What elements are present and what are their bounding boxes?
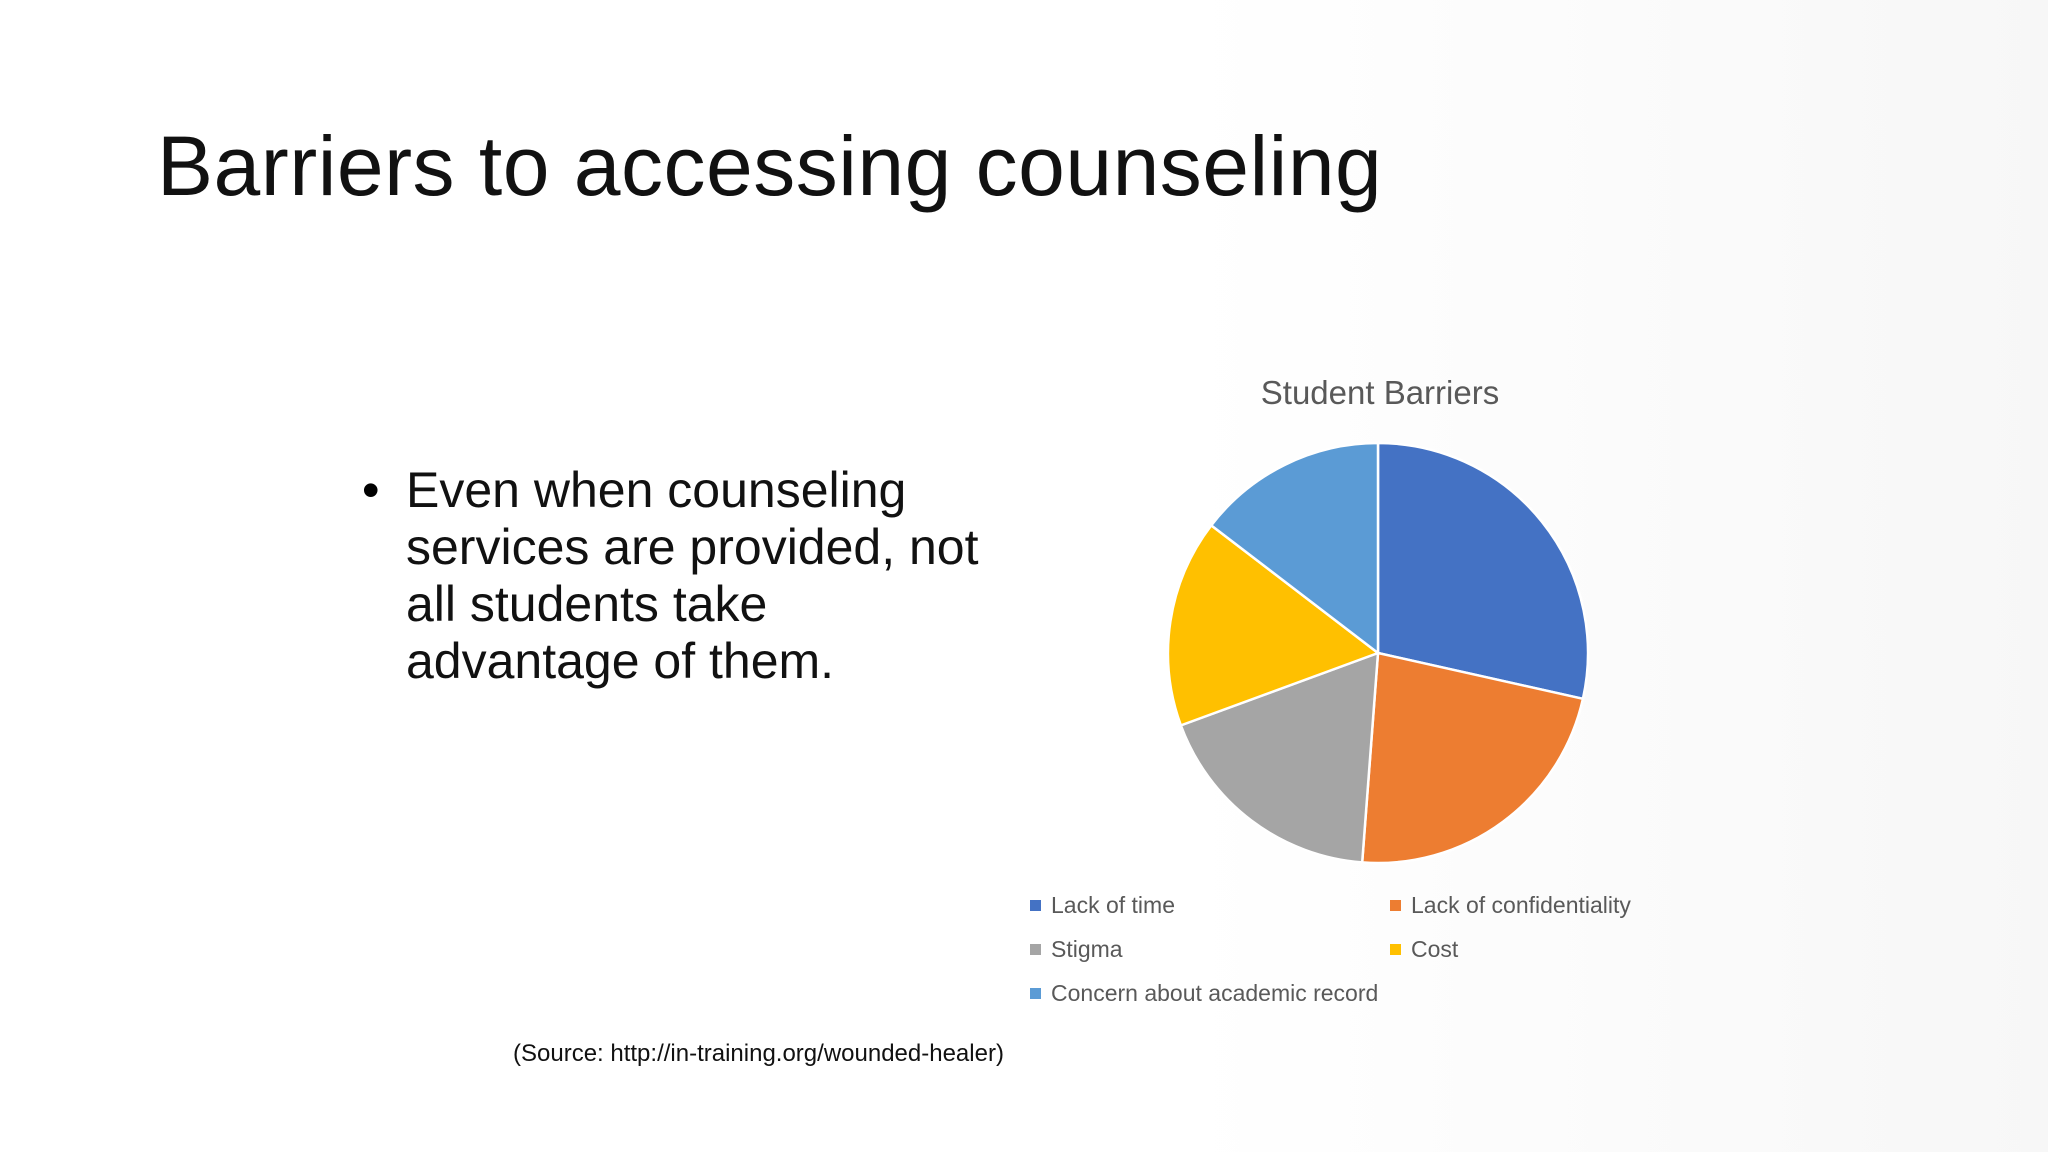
legend-swatch	[1030, 943, 1041, 955]
legend-label: Lack of confidentiality	[1411, 892, 1631, 918]
legend-item-stigma: Stigma	[1030, 936, 1390, 962]
legend-label: Cost	[1411, 936, 1459, 962]
bullet-item: • Even when counseling services are prov…	[362, 462, 982, 690]
pie-chart-svg	[1166, 441, 1590, 865]
legend-swatch	[1390, 943, 1401, 955]
bullet-list: • Even when counseling services are prov…	[362, 462, 982, 690]
legend-label: Lack of time	[1051, 892, 1175, 918]
legend-item-cost: Cost	[1390, 936, 1670, 962]
slide-title: Barriers to accessing counseling	[157, 119, 1383, 213]
legend-swatch	[1030, 899, 1041, 911]
bullet-text: Even when counseling services are provid…	[406, 462, 979, 689]
legend-item-concern-about-academic-record: Concern about academic record	[1030, 980, 1390, 1006]
chart-title: Student Barriers	[1260, 374, 1500, 411]
pie-slice-lack-of-time	[1376, 441, 1590, 701]
pie-slice-stigma	[1179, 651, 1380, 864]
pie-slice-cost	[1166, 524, 1380, 727]
source-note: (Source: http://in-training.org/wounded-…	[513, 1040, 1004, 1067]
pie-chart: Student Barriers	[1000, 360, 1700, 1020]
chart-legend: Lack of time Lack of confidentiality Stigm…	[1030, 892, 1670, 1006]
legend-label: Stigma	[1051, 936, 1123, 962]
legend-swatch	[1390, 899, 1401, 911]
pie-slice-concern-about-academic-record	[1210, 441, 1380, 655]
pie-slice-lack-of-confidentiality	[1360, 651, 1585, 865]
legend-swatch	[1030, 987, 1041, 999]
bullet-dot-icon: •	[362, 462, 380, 518]
legend-item-lack-of-confidentiality: Lack of confidentiality	[1390, 892, 1670, 918]
legend-item-lack-of-time: Lack of time	[1030, 892, 1390, 918]
legend-label: Concern about academic record	[1051, 980, 1379, 1006]
